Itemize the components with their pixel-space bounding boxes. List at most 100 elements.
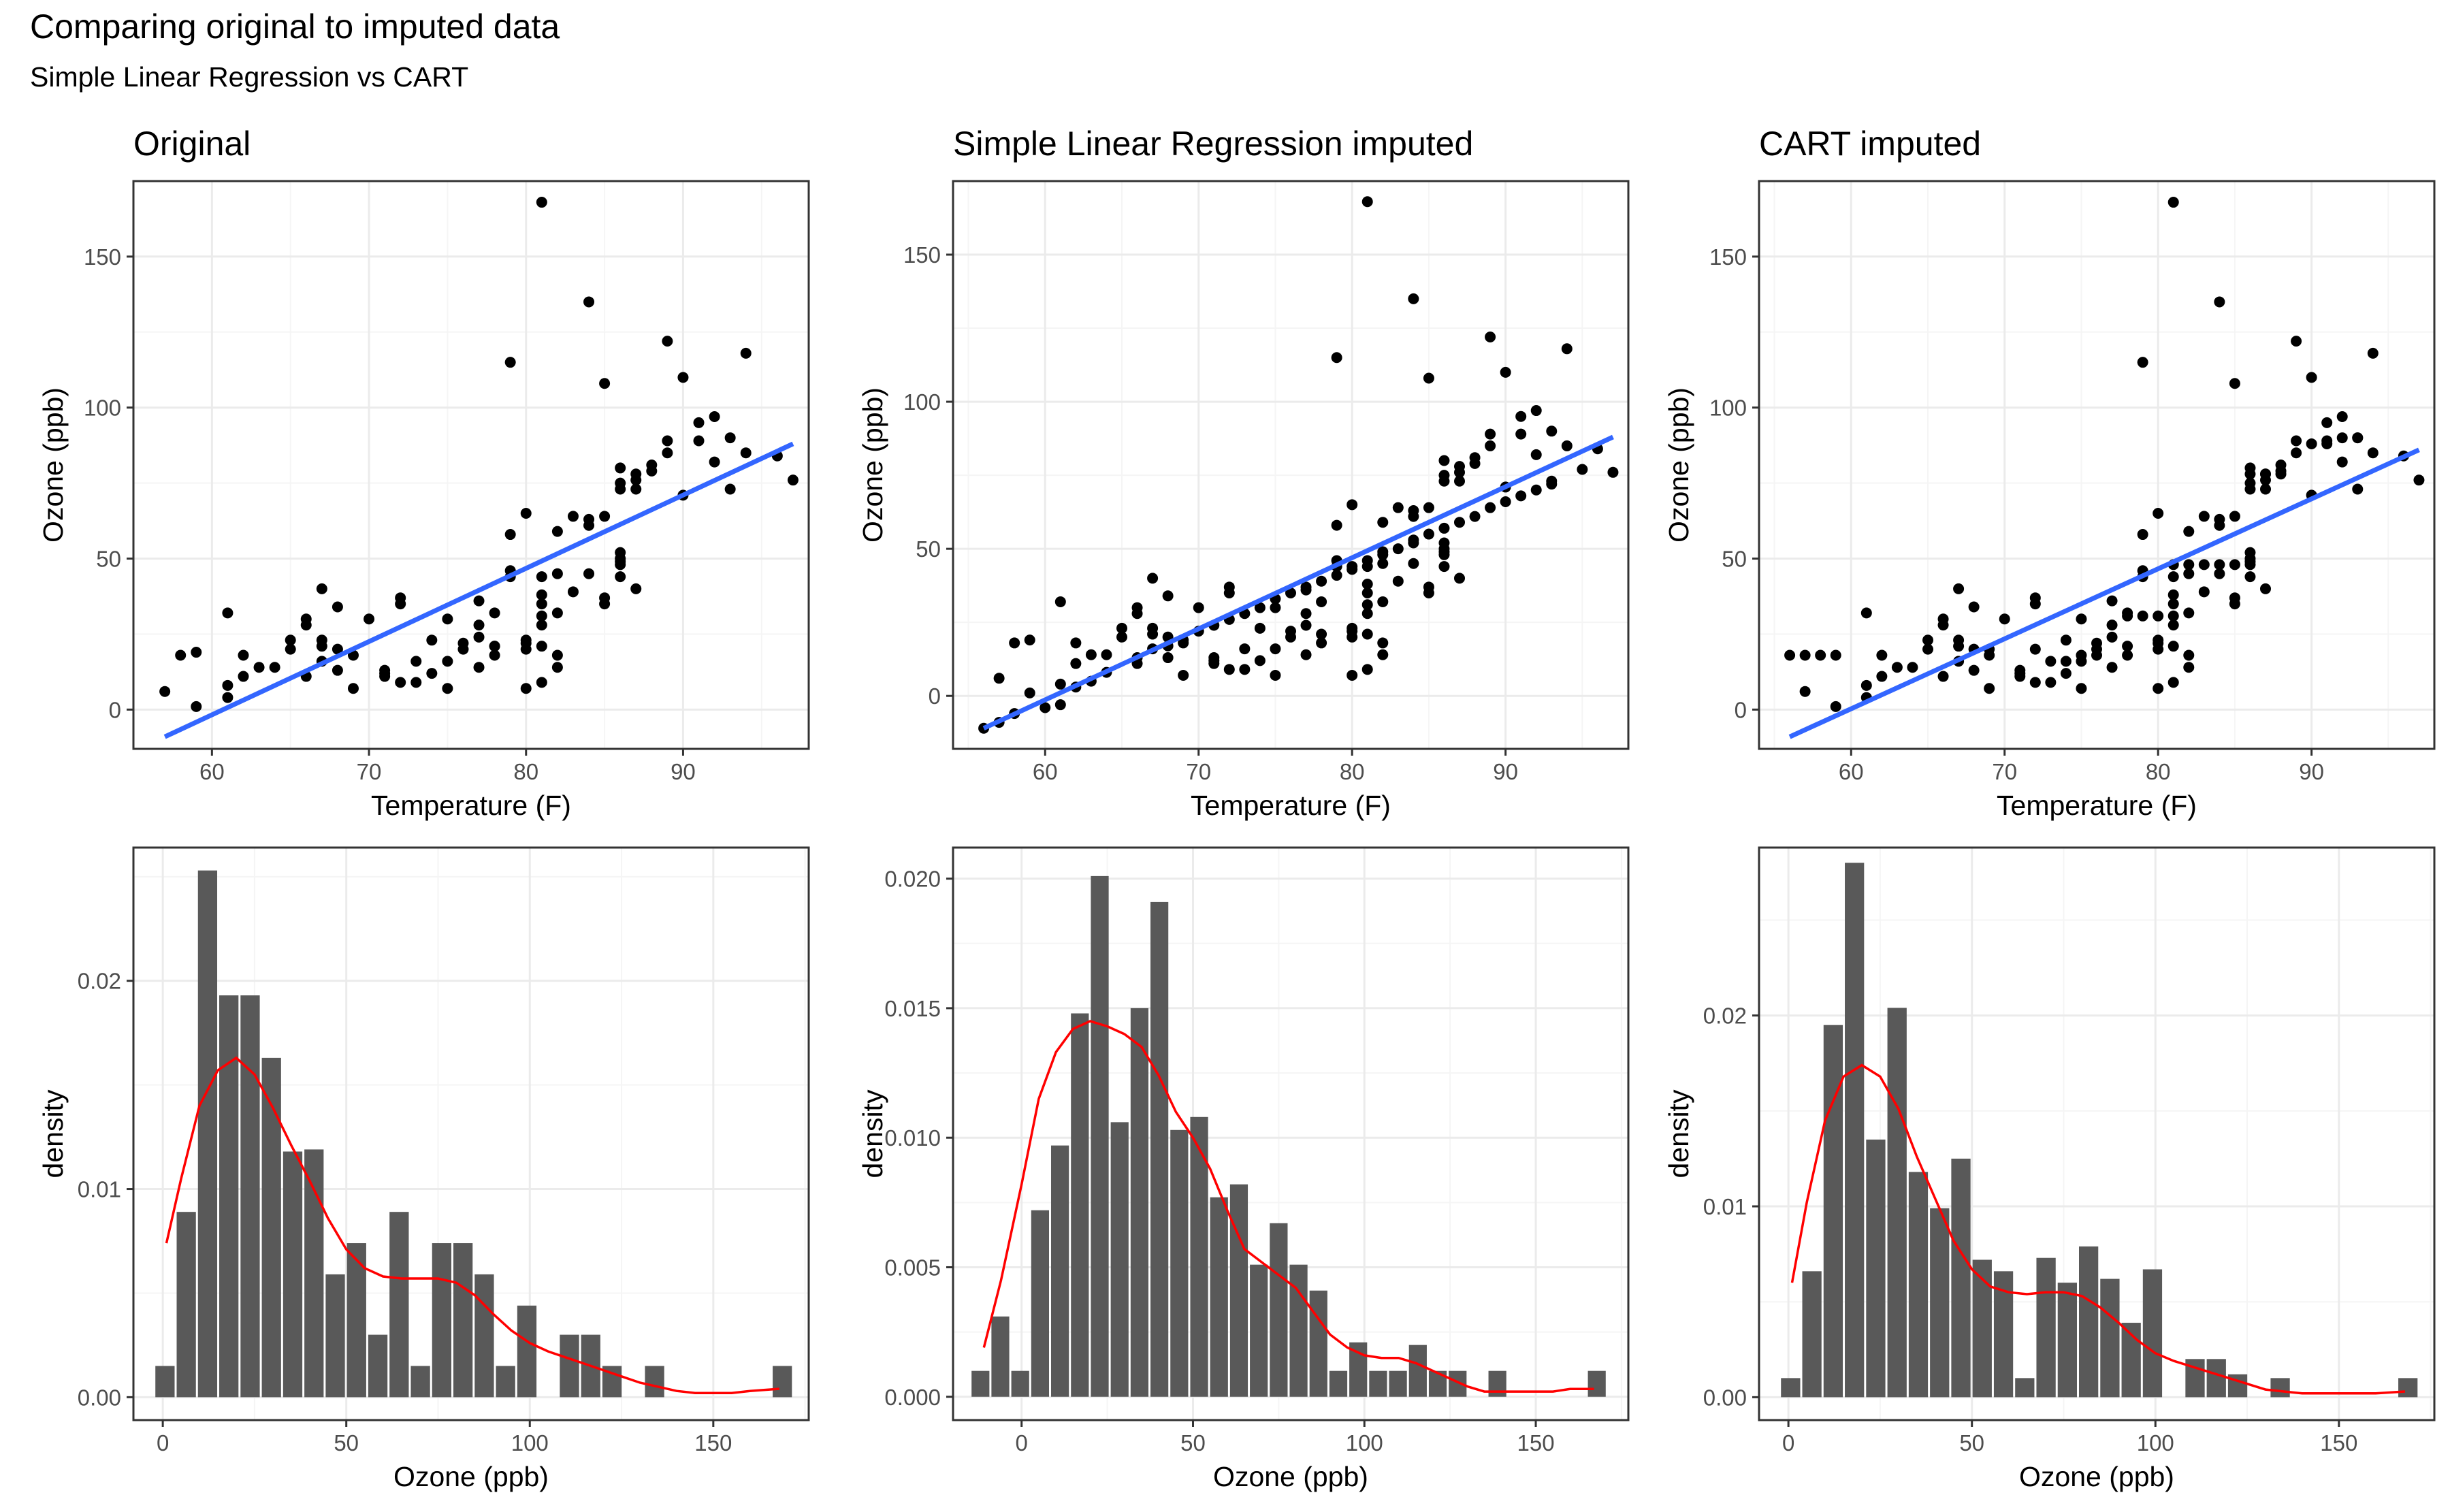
data-point [2137, 610, 2148, 622]
data-point [1469, 511, 1481, 522]
data-point [2336, 411, 2348, 423]
x-axis-title: Ozone (ppb) [393, 1461, 549, 1492]
data-point [1361, 587, 1373, 598]
data-point [2244, 477, 2256, 489]
data-point [1546, 425, 1558, 437]
histogram-bar [1309, 1290, 1327, 1397]
x-tick-label: 80 [513, 759, 538, 784]
data-point [2014, 668, 2026, 679]
data-point [442, 656, 453, 667]
data-point [2153, 610, 2164, 622]
data-point [536, 571, 547, 583]
data-point [1316, 637, 1327, 649]
data-point [1361, 628, 1373, 640]
data-point [1438, 561, 1450, 573]
x-tick-label: 0 [157, 1430, 169, 1455]
histogram-bar [1229, 1184, 1248, 1397]
data-point [567, 511, 579, 522]
data-point [583, 513, 595, 525]
data-point [1347, 561, 1358, 573]
data-point [1485, 332, 1496, 343]
data-point [2091, 637, 2102, 649]
histogram-bar [304, 1149, 324, 1398]
data-point [1131, 608, 1143, 620]
data-point [426, 668, 438, 679]
y-tick-label: 0.01 [78, 1177, 121, 1202]
histogram-bar [2142, 1269, 2163, 1398]
data-point [630, 483, 642, 495]
data-point [1454, 573, 1465, 584]
data-point [599, 598, 611, 610]
data-point [1377, 596, 1389, 607]
histogram-bar [261, 1057, 281, 1398]
data-point [1438, 522, 1450, 534]
y-tick-label: 0.02 [78, 969, 121, 994]
data-point [709, 411, 720, 423]
histogram-bar [1408, 1345, 1427, 1397]
x-axis-title: Ozone (ppb) [1213, 1461, 1368, 1492]
data-point [2167, 598, 2179, 610]
x-tick-label: 90 [671, 759, 696, 784]
histogram-bar [2015, 1378, 2035, 1398]
data-point [222, 679, 233, 691]
histogram-bar [1091, 875, 1109, 1397]
histogram-bar [389, 1212, 409, 1398]
histogram-bar [1210, 1197, 1228, 1397]
data-point [1361, 664, 1373, 675]
data-point [1530, 484, 1542, 496]
y-tick-label: 0.01 [1703, 1194, 1747, 1219]
data-point [2229, 598, 2240, 610]
histogram-bar [368, 1334, 388, 1398]
data-point [159, 686, 171, 697]
data-point [1607, 466, 1619, 478]
x-axis-title: Temperature (F) [371, 790, 571, 821]
histogram-bar [176, 1212, 196, 1398]
data-point [1024, 687, 1035, 698]
data-point [1009, 637, 1020, 649]
data-point [473, 631, 485, 643]
histogram-bar [2036, 1257, 2056, 1398]
data-point [2244, 468, 2256, 480]
data-point [1815, 649, 1826, 661]
data-point [2244, 556, 2256, 567]
data-point [332, 643, 343, 655]
x-tick-label: 100 [2137, 1430, 2174, 1455]
data-point [285, 643, 296, 655]
data-point [2183, 649, 2195, 661]
x-tick-label: 90 [1493, 759, 1518, 784]
data-point [1454, 466, 1465, 478]
data-point [2091, 649, 2102, 661]
data-point [1347, 669, 1358, 681]
histogram-bar [474, 1274, 494, 1398]
data-point [1116, 622, 1127, 634]
y-tick-label: 50 [1722, 547, 1747, 572]
y-tick-label: 150 [903, 242, 941, 268]
histogram-bar [971, 1370, 990, 1397]
data-point [1239, 664, 1251, 675]
data-point [2076, 683, 2087, 694]
data-point [332, 664, 343, 676]
panel-title: Original [133, 125, 251, 163]
data-point [504, 529, 516, 541]
data-point [2029, 643, 2041, 655]
histogram-bar [1587, 1370, 1606, 1397]
density-curve [1790, 1063, 2406, 1395]
histogram-bar [1071, 1013, 1089, 1397]
data-point [2167, 641, 2179, 652]
data-point [536, 598, 547, 610]
data-point [520, 643, 532, 655]
y-tick-label: 0.00 [78, 1385, 121, 1410]
data-point [2198, 586, 2210, 598]
data-point [693, 435, 705, 447]
data-point [332, 601, 343, 613]
x-tick-label: 50 [1959, 1430, 1984, 1455]
data-point [630, 474, 642, 486]
y-tick-label: 0.010 [884, 1125, 941, 1151]
data-point [536, 620, 547, 631]
data-point [2260, 483, 2271, 495]
data-point [1408, 504, 1419, 516]
histogram-bar [1908, 1172, 1929, 1398]
data-point [1300, 649, 1312, 660]
panel-border [1758, 846, 2436, 1421]
data-point [2153, 643, 2164, 655]
